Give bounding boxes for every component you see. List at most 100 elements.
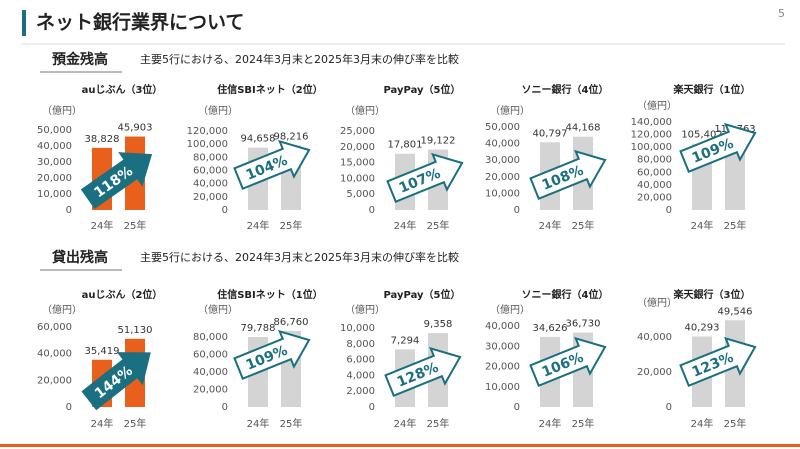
arrow-shape: [81, 352, 151, 411]
x-tick-label: 24年: [91, 219, 114, 232]
y-axis-label: （億円）: [345, 303, 385, 316]
x-tick-label: 24年: [247, 417, 270, 430]
y-tick-label: 0: [66, 402, 72, 413]
value-label: 9,358: [424, 319, 453, 330]
arrow-shape: [384, 346, 462, 397]
y-tick-label: 20,000: [193, 192, 228, 203]
y-tick-label: 40,000: [37, 141, 72, 152]
chart-title: 住信SBIネット（2位）: [217, 83, 323, 96]
value-label: 19,122: [421, 136, 456, 147]
x-tick-label: 25年: [280, 417, 303, 430]
value-label: 94,658: [241, 134, 276, 145]
y-tick-label: 0: [369, 205, 375, 216]
slide-title: ネット銀行業界について: [36, 11, 244, 34]
y-tick-label: 4,000: [346, 370, 375, 381]
value-label: 38,828: [85, 134, 120, 145]
chart-title: 住信SBIネット（1位）: [217, 288, 323, 301]
arrow-shape: [529, 149, 607, 200]
x-tick-label: 24年: [247, 219, 270, 232]
x-tick-label: 25年: [427, 417, 450, 430]
x-tick-label: 25年: [124, 417, 147, 430]
value-label: 86,760: [274, 317, 309, 328]
value-label: 45,903: [118, 123, 153, 134]
y-axis-label: （億円）: [42, 104, 82, 117]
y-tick-label: 30,000: [37, 157, 72, 168]
y-tick-label: 0: [666, 205, 672, 216]
y-tick-label: 25,000: [340, 126, 375, 137]
y-axis-label: （億円）: [637, 99, 677, 112]
y-axis-label: （億円）: [198, 104, 238, 117]
value-label: 98,216: [274, 131, 309, 142]
y-axis-label: （億円）: [490, 104, 530, 117]
y-tick-label: 40,000: [193, 179, 228, 190]
chart-title: ソニー銀行（4位）: [522, 288, 609, 301]
title-accent: [22, 10, 26, 36]
y-tick-label: 10,000: [340, 173, 375, 184]
y-tick-label: 100,000: [631, 142, 672, 153]
x-tick-label: 25年: [724, 219, 747, 232]
x-tick-label: 25年: [124, 219, 147, 232]
arrow-shape: [233, 329, 311, 380]
y-tick-label: 80,000: [193, 152, 228, 163]
y-tick-label: 120,000: [631, 130, 672, 141]
section-heading: 貸出残高: [51, 249, 108, 266]
y-tick-label: 10,000: [485, 188, 520, 199]
section-heading: 預金残高: [52, 51, 108, 68]
y-tick-label: 60,000: [37, 322, 72, 333]
footer-rule: [0, 444, 800, 447]
x-tick-label: 24年: [539, 417, 562, 430]
y-tick-label: 30,000: [485, 155, 520, 166]
x-tick-label: 24年: [91, 417, 114, 430]
y-axis-label: （億円）: [42, 303, 82, 316]
x-tick-label: 25年: [572, 417, 595, 430]
y-tick-label: 6,000: [346, 355, 375, 366]
x-tick-label: 25年: [280, 219, 303, 232]
x-tick-label: 24年: [394, 417, 417, 430]
y-tick-label: 8,000: [346, 339, 375, 350]
y-tick-label: 30,000: [485, 341, 520, 352]
y-tick-label: 20,000: [193, 384, 228, 395]
chart-title: PayPay（5位）: [384, 288, 461, 301]
chart-title: 楽天銀行（1位）: [673, 83, 751, 96]
x-tick-label: 25年: [427, 219, 450, 232]
x-tick-label: 25年: [572, 219, 595, 232]
x-tick-label: 24年: [691, 219, 714, 232]
y-tick-label: 50,000: [485, 122, 520, 133]
y-tick-label: 0: [369, 402, 375, 413]
y-tick-label: 20,000: [637, 192, 672, 203]
section-description: 主要5行における、2024年3月末と2025年3月末の伸び率を比較: [140, 52, 459, 66]
value-label: 40,293: [685, 322, 720, 333]
y-tick-label: 50,000: [37, 125, 72, 136]
y-tick-label: 0: [514, 402, 520, 413]
y-tick-label: 100,000: [187, 139, 228, 150]
growth-arrow: 128%: [384, 346, 462, 397]
section-description: 主要5行における、2024年3月末と2025年3月末の伸び率を比較: [140, 250, 459, 264]
page-number: 5: [778, 7, 785, 20]
y-tick-label: 10,000: [340, 323, 375, 334]
y-tick-label: 120,000: [187, 126, 228, 137]
y-tick-label: 10,000: [485, 382, 520, 393]
arrow-shape: [679, 336, 757, 387]
chart-title: 楽天銀行（3位）: [673, 288, 751, 301]
value-label: 40,797: [533, 128, 568, 139]
y-tick-label: 0: [514, 205, 520, 216]
y-tick-label: 60,000: [193, 349, 228, 360]
x-tick-label: 25年: [724, 417, 747, 430]
x-tick-label: 24年: [691, 417, 714, 430]
y-tick-label: 20,000: [637, 367, 672, 378]
chart-title: auじぶん（2位）: [82, 288, 163, 301]
value-label: 79,788: [241, 323, 276, 334]
chart-title: ソニー銀行（4位）: [522, 83, 609, 96]
value-label: 34,626: [533, 323, 568, 334]
y-tick-label: 60,000: [637, 167, 672, 178]
y-tick-label: 20,000: [340, 142, 375, 153]
y-tick-label: 20,000: [37, 375, 72, 386]
growth-arrow: 104%: [233, 139, 311, 190]
y-tick-label: 0: [66, 205, 72, 216]
value-label: 36,730: [566, 319, 601, 330]
arrow-shape: [80, 152, 153, 210]
y-tick-label: 80,000: [637, 155, 672, 166]
x-tick-label: 24年: [394, 219, 417, 232]
x-tick-label: 24年: [539, 219, 562, 232]
